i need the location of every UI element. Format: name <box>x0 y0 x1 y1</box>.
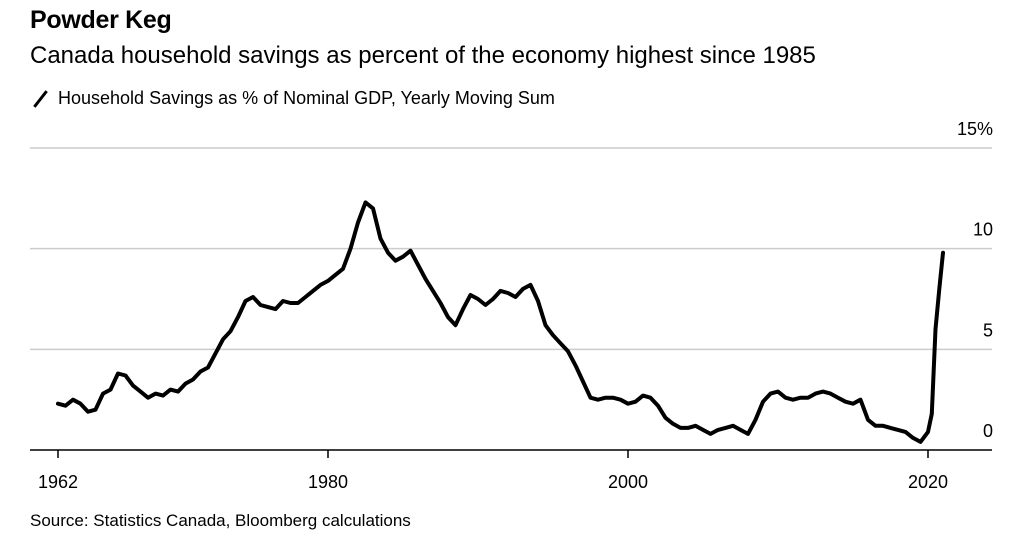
x-tick-label-2020: 2020 <box>908 472 948 492</box>
legend-label: Household Savings as % of Nominal GDP, Y… <box>58 88 555 108</box>
chart-title: Powder Keg <box>30 6 172 34</box>
chart-subtitle: Canada household savings as percent of t… <box>30 42 816 69</box>
source-note: Source: Statistics Canada, Bloomberg cal… <box>30 511 411 530</box>
x-axis: 1962 1980 2000 2020 <box>30 449 992 492</box>
y-tick-label-0: 0 <box>983 421 993 441</box>
x-tick-label-2000: 2000 <box>608 472 648 492</box>
gridlines <box>30 147 992 351</box>
x-tick-label-1962: 1962 <box>38 472 78 492</box>
series-layer <box>56 200 945 444</box>
series-line-0 <box>56 200 945 444</box>
y-tick-label-10: 10 <box>973 220 993 240</box>
y-axis-labels: 0 5 10 15% <box>957 119 993 441</box>
y-tick-label-15: 15% <box>957 119 993 139</box>
y-tick-label-5: 5 <box>983 320 993 340</box>
x-tick-label-1980: 1980 <box>308 472 348 492</box>
legend: Household Savings as % of Nominal GDP, Y… <box>32 88 555 109</box>
